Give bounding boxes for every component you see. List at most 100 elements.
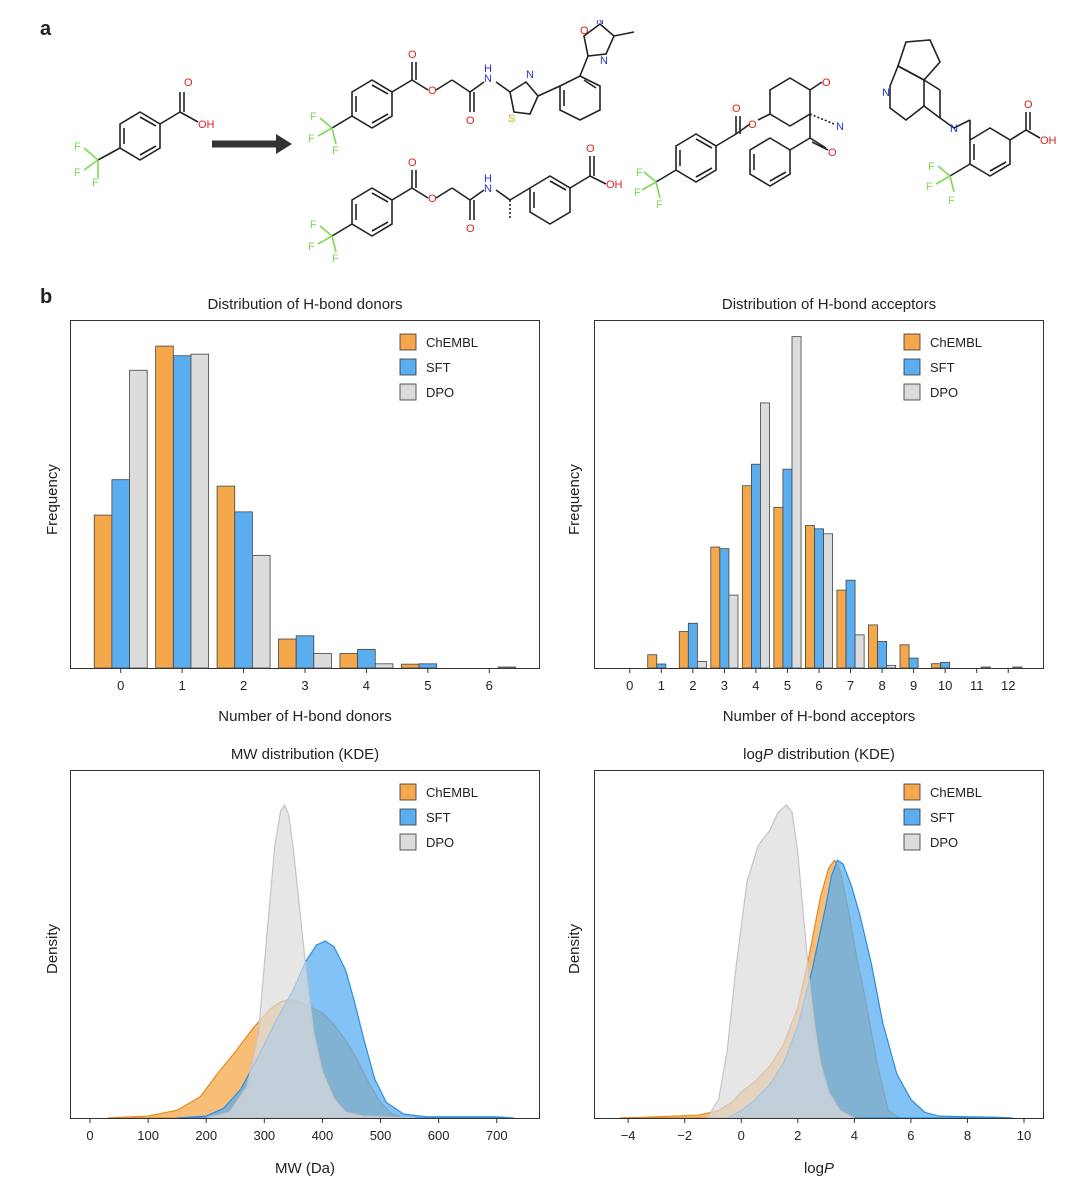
legend-swatch-sft (903, 808, 921, 826)
x-tick-label: 400 (312, 1128, 334, 1143)
atom-label: N (596, 20, 604, 27)
bar-dpo (374, 663, 394, 669)
chart-title-logp-main: log (743, 746, 764, 763)
chart-title-logp: logP distribution (KDE) (594, 746, 1044, 763)
bar-chembl (647, 654, 658, 669)
legend-swatch-sft (399, 808, 417, 826)
bar-dpo (252, 554, 271, 669)
bar-dpo (886, 664, 897, 669)
legend-swatch-chembl (399, 783, 417, 801)
x-tick-label: 7 (847, 678, 854, 693)
x-axis-label-logp-italic: P (824, 1160, 835, 1177)
atom-label: OH (198, 119, 215, 131)
atom-label: N (836, 121, 844, 133)
atom-label: F (926, 181, 933, 193)
legend-label-dpo: DPO (930, 385, 958, 400)
legend-label-chembl: ChEMBL (426, 335, 478, 350)
x-tick-label: 6 (486, 678, 493, 693)
bar-dpo (497, 666, 517, 669)
panel-a-label: a (40, 18, 52, 40)
legend-swatch-dpo (399, 833, 417, 851)
legend-swatch-chembl (903, 333, 921, 351)
plot-frame (70, 770, 540, 1119)
bar-chembl (741, 485, 752, 669)
bar-sft (687, 622, 698, 669)
x-tick-label: 10 (1017, 1128, 1031, 1143)
bar-sft (357, 648, 376, 669)
atom-label: OH (1040, 135, 1057, 147)
legend-label-dpo: DPO (930, 835, 958, 850)
bar-chembl (339, 653, 358, 669)
bar-sft (782, 468, 793, 669)
x-axis-label-acceptors: Number of H-bond acceptors (722, 708, 916, 725)
atom-label: S (508, 113, 515, 125)
bar-sft (418, 663, 438, 669)
atom-label: F (636, 167, 643, 179)
x-tick-label: 5 (784, 678, 791, 693)
legend-label-sft: SFT (930, 810, 955, 825)
atom-label: F (634, 187, 641, 199)
x-tick-label: 100 (137, 1128, 159, 1143)
x-axis-label-logp: logP (594, 1160, 1044, 1177)
x-tick-label: 1 (179, 678, 186, 693)
bar-dpo (728, 594, 739, 669)
x-tick-label: 600 (428, 1128, 450, 1143)
bar-dpo (190, 353, 210, 669)
x-tick-label: 8 (878, 678, 885, 693)
x-tick-label: 6 (815, 678, 822, 693)
bar-dpo (760, 402, 770, 669)
chart-title-mw: MW distribution (KDE) (230, 746, 380, 763)
atom-label: F (74, 141, 81, 153)
kde-dpo (706, 804, 855, 1119)
chart-mw-kde: 0 100 200 300 400 500 600 700 ChEMBL SFT DPO (70, 770, 540, 1143)
atom-label: N (526, 69, 534, 81)
bar-sft (172, 355, 192, 669)
atom-label: H (484, 173, 492, 185)
bar-sft (750, 463, 761, 669)
kde-dpo (206, 803, 416, 1119)
bar-chembl (400, 663, 420, 669)
legend-swatch-dpo (903, 833, 921, 851)
atom-label: N (600, 55, 608, 67)
x-tick-label: 0 (117, 678, 124, 693)
atom-label: H (484, 63, 492, 75)
chart-title-logp-rest: distribution (KDE) (773, 746, 895, 763)
bar-chembl (216, 485, 236, 669)
atom-label: OH (606, 179, 623, 191)
bar-dpo (791, 336, 802, 669)
legend-swatch-chembl (903, 783, 921, 801)
bar-chembl (93, 514, 113, 669)
atom-label: N (484, 73, 492, 85)
atom-label: O (1024, 99, 1033, 111)
legend-swatch-sft (399, 358, 417, 376)
bar-sft (877, 641, 888, 669)
bar-dpo (696, 660, 707, 669)
atom-label: F (74, 167, 81, 179)
legend-label-chembl: ChEMBL (930, 335, 982, 350)
x-tick-label: 4 (363, 678, 370, 693)
chart-title-logp-italic: P (763, 746, 774, 763)
chart-hbond-donors: 0 1 2 3 4 5 6 ChEMBL SFT DPO (70, 320, 540, 693)
bar-chembl (678, 631, 689, 669)
x-tick-label: 1 (658, 678, 665, 693)
y-axis-label-donors: Frequency (44, 464, 61, 535)
x-tick-label: 6 (907, 1128, 914, 1143)
bar-sft (814, 528, 824, 669)
legend-swatch-sft (903, 358, 921, 376)
bar-sft (234, 511, 253, 669)
atom-label: O (586, 143, 595, 155)
atom-label: O (580, 25, 589, 37)
atom-label: F (308, 133, 315, 145)
atom-label: F (332, 145, 339, 157)
atom-label: O (408, 49, 417, 61)
product-molecule-3 (641, 77, 835, 199)
atom-label: F (948, 195, 955, 207)
legend-swatch-chembl (399, 333, 417, 351)
x-tick-label: 4 (851, 1128, 858, 1143)
atom-label: F (310, 219, 317, 231)
bar-sft (656, 663, 667, 669)
product-molecule-4 (889, 39, 1041, 193)
atom-label: F (92, 177, 99, 189)
x-axis-label-donors: Number of H-bond donors (218, 708, 392, 725)
product-molecule-2 (317, 156, 607, 253)
